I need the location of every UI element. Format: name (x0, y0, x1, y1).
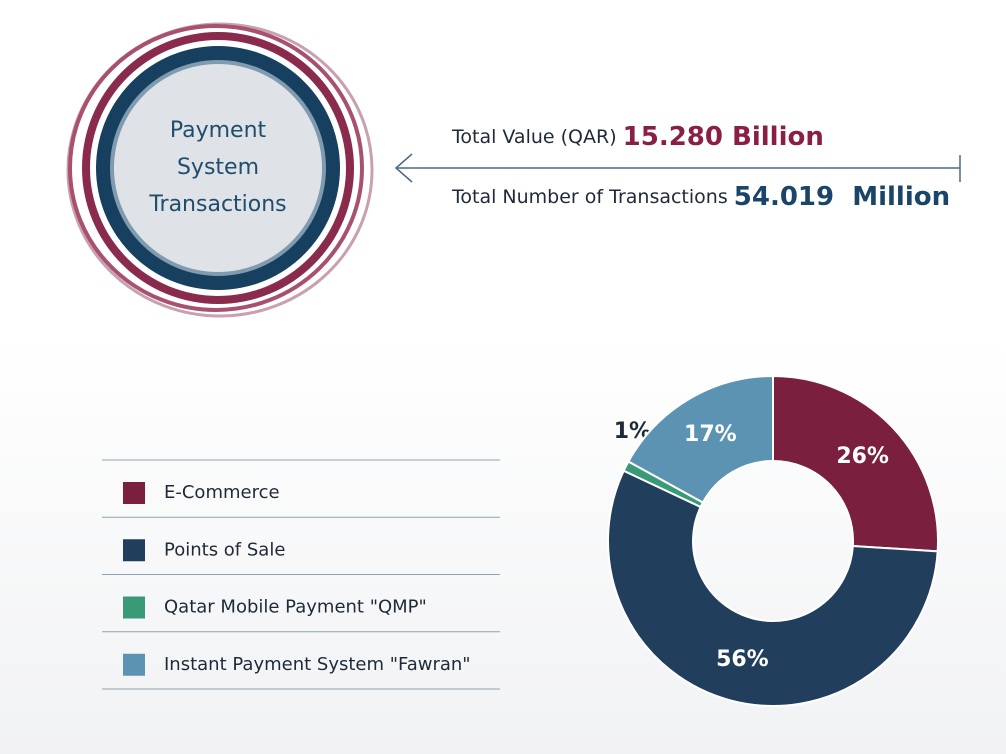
legend-label: Qatar Mobile Payment "QMP" (164, 597, 427, 618)
summary-value: 54.019 Million (734, 182, 950, 212)
legend-label: E-Commerce (164, 482, 280, 503)
badge-center (114, 64, 322, 272)
badge-text: System (177, 155, 259, 180)
donut-slice (607, 469, 939, 707)
slice-label: 17% (684, 422, 737, 447)
legend-swatch (123, 596, 145, 619)
legend-swatch (123, 539, 145, 562)
summary-value: 15.280 Billion (623, 122, 824, 152)
legend-swatch (123, 482, 145, 504)
legend-label: Instant Payment System "Fawran" (164, 654, 471, 675)
badge: Payment System Transactions (66, 22, 374, 318)
arrow-head (394, 153, 413, 183)
legend: E-Commerce Points of Sale Qatar Mobile Pay… (102, 459, 500, 690)
legend-swatch (123, 653, 145, 676)
summary-label: Total Number of Transactions (451, 186, 728, 208)
badge-ring (68, 24, 364, 312)
arrow (394, 153, 961, 183)
summary-line: Total Number of Transactions 54.019 Mill… (451, 182, 950, 212)
slice-label: 56% (716, 647, 769, 672)
summary-line: Total Value (QAR) 15.280 Billion (451, 122, 824, 152)
summary-label: Total Value (QAR) (451, 126, 617, 148)
donut-slice (772, 374, 939, 553)
badge-ring (66, 22, 374, 318)
badge-text: Payment (170, 118, 267, 143)
badge-text: Transactions (148, 192, 286, 217)
donut-slice (627, 374, 774, 504)
legend-label: Points of Sale (164, 539, 285, 560)
donut-chart: 26%56%1% 17% (607, 374, 939, 707)
slice-label: 26% (836, 444, 889, 469)
